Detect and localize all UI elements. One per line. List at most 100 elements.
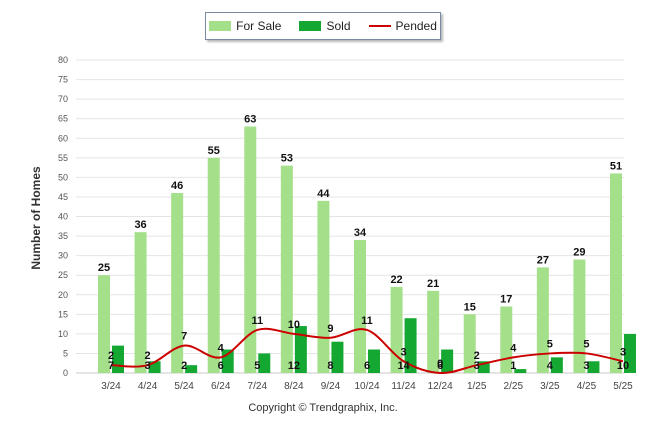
data-label-sold: 10 — [617, 360, 629, 372]
bar-sold — [514, 369, 527, 373]
bar-for-sale — [610, 173, 622, 373]
legend-swatch-for-sale — [209, 21, 232, 31]
y-axis-title: Number of Homes — [29, 166, 43, 270]
x-tick-label: 1/25 — [467, 381, 487, 392]
data-label-for-sale: 44 — [317, 188, 330, 200]
bar-for-sale — [536, 267, 549, 373]
data-label-sold: 6 — [364, 360, 370, 372]
data-label-pended: 2 — [474, 350, 480, 362]
bar-sold — [404, 318, 417, 373]
data-label-pended: 11 — [361, 315, 373, 327]
data-label-pended: 9 — [327, 323, 333, 335]
data-label-sold: 3 — [583, 360, 589, 372]
data-label-sold: 6 — [437, 360, 443, 372]
data-label-pended: 2 — [145, 350, 151, 362]
legend-item-for-sale[interactable]: For Sale — [209, 19, 281, 33]
x-tick-label: 5/24 — [174, 381, 194, 392]
data-label-for-sale: 53 — [281, 153, 293, 165]
data-label-for-sale: 17 — [500, 293, 512, 305]
x-tick-label: 5/25 — [613, 381, 633, 392]
data-label-pended: 7 — [181, 331, 187, 343]
bar-sold — [550, 357, 563, 373]
data-label-for-sale: 27 — [537, 254, 549, 266]
data-label-sold: 4 — [547, 360, 554, 372]
y-tick-label: 65 — [58, 114, 68, 124]
y-tick-label: 70 — [58, 94, 68, 104]
bar-sold — [258, 353, 271, 373]
bar-for-sale — [573, 259, 586, 373]
data-label-pended: 4 — [510, 342, 517, 354]
bar-for-sale — [134, 232, 147, 373]
bar-sold — [587, 361, 600, 373]
bar-sold — [441, 349, 454, 373]
data-label-pended: 5 — [583, 338, 589, 350]
legend-swatch-sold — [299, 21, 322, 31]
y-tick-label: 50 — [58, 172, 68, 182]
y-tick-label: 10 — [58, 329, 68, 339]
data-label-for-sale: 34 — [354, 227, 367, 239]
x-tick-label: 8/24 — [284, 381, 304, 392]
data-label-for-sale: 29 — [573, 247, 585, 259]
legend-item-sold[interactable]: Sold — [299, 19, 351, 33]
legend-label-for-sale: For Sale — [236, 19, 282, 33]
data-label-sold: 1 — [510, 360, 516, 372]
y-tick-label: 75 — [58, 75, 68, 85]
legend-label-sold: Sold — [326, 19, 351, 33]
y-tick-label: 80 — [58, 55, 68, 65]
data-label-sold: 5 — [254, 360, 260, 372]
copyright-footer: Copyright © Trendgraphix, Inc. — [248, 402, 398, 414]
x-tick-label: 3/24 — [101, 381, 121, 392]
data-label-for-sale: 25 — [98, 262, 110, 274]
bar-for-sale — [463, 314, 476, 373]
legend-label-pended: Pended — [395, 19, 437, 33]
y-tick-label: 40 — [58, 212, 68, 222]
data-label-for-sale: 51 — [610, 160, 622, 172]
y-tick-label: 35 — [58, 231, 68, 241]
x-tick-label: 2/25 — [504, 381, 524, 392]
data-label-for-sale: 36 — [134, 219, 146, 231]
x-tick-label: 9/24 — [321, 381, 341, 392]
data-label-for-sale: 22 — [390, 274, 402, 286]
data-label-sold: 6 — [218, 360, 224, 372]
bar-sold — [294, 326, 307, 373]
x-tick-label: 6/24 — [211, 381, 231, 392]
data-label-pended: 4 — [218, 342, 225, 354]
data-label-pended: 5 — [547, 338, 553, 350]
bar-sold — [624, 333, 636, 373]
legend-item-pended[interactable]: Pended — [368, 19, 437, 33]
bar-for-sale — [354, 239, 366, 373]
bar-for-sale — [280, 165, 293, 373]
bar-sold — [477, 361, 490, 373]
bar-sold — [148, 361, 161, 373]
y-tick-label: 45 — [58, 192, 68, 202]
bar-sold — [331, 341, 344, 373]
x-tick-label: 10/24 — [354, 381, 379, 392]
y-tick-label: 15 — [58, 309, 68, 319]
bar-for-sale — [390, 286, 403, 373]
data-label-for-sale: 55 — [208, 145, 220, 157]
data-label-sold: 3 — [474, 360, 480, 372]
bar-for-sale — [207, 157, 220, 373]
bar-sold — [368, 349, 380, 373]
data-label-pended: 2 — [108, 350, 114, 362]
data-label-pended: 3 — [620, 346, 626, 358]
data-label-pended: 3 — [401, 346, 407, 358]
data-label-for-sale: 15 — [464, 301, 476, 313]
x-tick-label: 12/24 — [428, 381, 453, 392]
bar-for-sale — [171, 193, 184, 373]
line-pended — [110, 327, 624, 375]
y-tick-label: 5 — [63, 348, 68, 358]
y-tick-label: 25 — [58, 270, 68, 280]
chart-legend[interactable]: For Sale Sold Pended — [205, 12, 441, 40]
data-label-for-sale: 21 — [427, 278, 439, 290]
y-tick-label: 30 — [58, 251, 68, 261]
data-label-pended: 10 — [288, 319, 300, 331]
data-label-sold: 3 — [145, 360, 151, 372]
bar-sold — [185, 365, 198, 373]
x-tick-label: 11/24 — [391, 381, 416, 392]
x-tick-label: 4/25 — [577, 381, 597, 392]
x-tick-label: 4/24 — [138, 381, 158, 392]
x-tick-label: 7/24 — [248, 381, 268, 392]
